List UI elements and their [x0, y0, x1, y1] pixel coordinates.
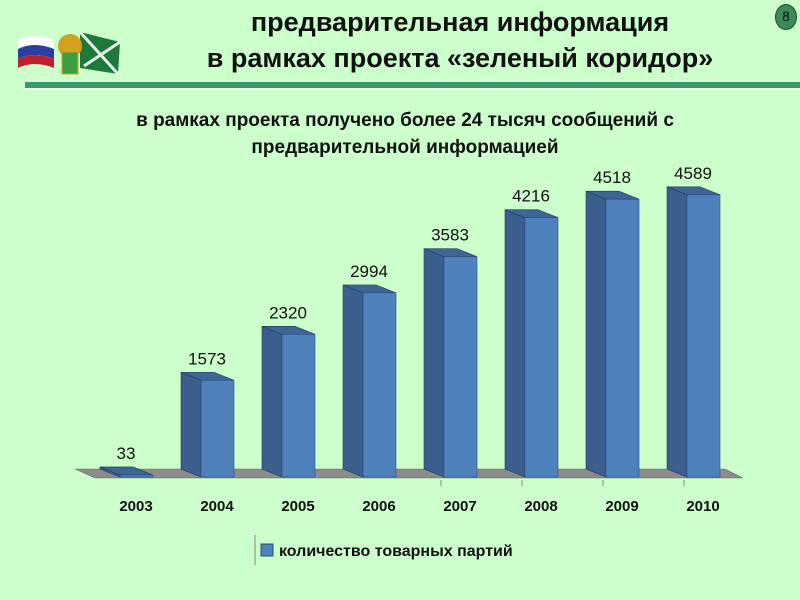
bar-2006 — [342, 284, 397, 478]
bar-side — [180, 371, 202, 478]
bar-front — [605, 198, 640, 478]
bar-front — [524, 217, 559, 478]
x-tick-label: 2005 — [281, 498, 314, 515]
bar-2005 — [261, 325, 316, 478]
subtitle-line-1: в рамках проекта получено более 24 тысяч… — [136, 110, 674, 131]
x-tick-label: 2006 — [362, 498, 395, 515]
x-tick-label: 2010 — [686, 498, 719, 515]
bar-2007 — [423, 248, 478, 478]
data-label: 1573 — [188, 349, 226, 368]
bar-front — [362, 292, 397, 478]
chart-subtitle: в рамках проекта получено более 24 тысяч… — [60, 107, 750, 161]
bar-2004 — [180, 371, 235, 478]
bar-2009 — [585, 190, 640, 478]
bar-front — [119, 474, 154, 478]
bar-front — [200, 379, 235, 478]
page-number-badge: 8 — [775, 4, 797, 30]
bar-2003 — [99, 466, 154, 478]
x-tick-label: 2003 — [119, 498, 152, 515]
x-tick-label: 2008 — [524, 498, 557, 515]
bar-side — [342, 284, 364, 478]
customs-logo — [14, 28, 124, 80]
data-label: 2320 — [269, 303, 307, 322]
x-tick-label: 2007 — [443, 498, 476, 515]
bar-2010 — [666, 186, 721, 478]
chart-floor — [74, 468, 744, 479]
data-label: 4589 — [674, 164, 712, 183]
bar-side — [666, 186, 688, 478]
title-line-1: предварительная информация — [250, 7, 670, 37]
bar-front — [686, 194, 721, 478]
data-label: 2994 — [350, 262, 388, 281]
x-tick-label: 2009 — [605, 498, 638, 515]
title-divider — [25, 82, 800, 90]
data-label: 3583 — [431, 226, 469, 245]
bar-side — [261, 325, 283, 478]
legend: количество товарных партий — [254, 535, 513, 565]
legend-swatch — [260, 543, 274, 557]
data-label: 4216 — [512, 187, 550, 206]
bar-2008 — [504, 209, 559, 478]
data-label: 4518 — [593, 168, 631, 187]
page-title: предварительная информация в рамках прое… — [150, 4, 770, 76]
x-tick-label: 2004 — [200, 498, 234, 515]
data-label: 33 — [117, 444, 136, 463]
legend-label: количество товарных партий — [279, 543, 513, 560]
bar-side — [585, 190, 607, 478]
bar-side — [504, 209, 526, 478]
title-line-2: в рамках проекта «зеленый коридор» — [206, 43, 714, 73]
bar-side — [423, 248, 445, 478]
subtitle-line-2: предварительной информацией — [251, 137, 559, 158]
bar-front — [281, 334, 316, 478]
bar-front — [443, 256, 478, 478]
